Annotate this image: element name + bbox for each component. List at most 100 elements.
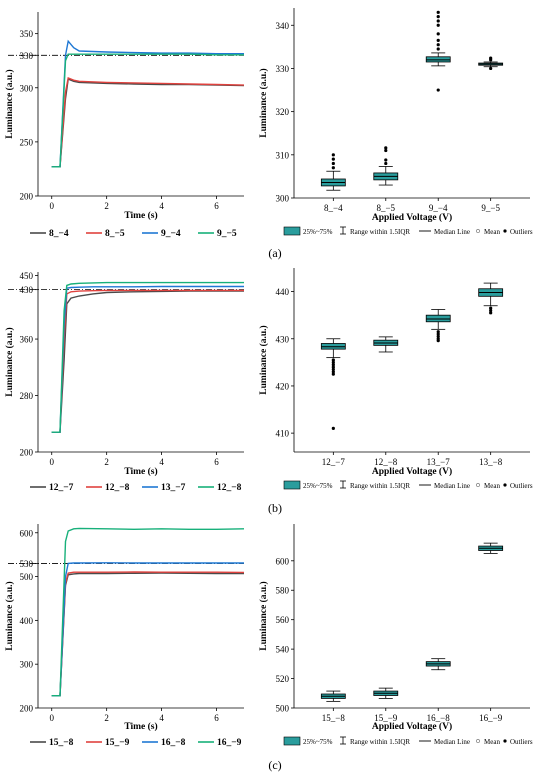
box-1 <box>373 687 399 699</box>
box-1 <box>373 336 399 353</box>
x-axis-label: Time (s) <box>124 210 157 221</box>
box-0 <box>320 338 346 431</box>
legend-mean-label: Mean <box>484 738 500 746</box>
x-tick-label: 6 <box>214 457 219 467</box>
x-tick-label: 2 <box>104 457 109 467</box>
box-outlier <box>384 161 388 166</box>
box-chart-axes-3: 410 420 430 440 12_−7 12_−8 13_−7 13_−8 Applied … <box>258 268 533 490</box>
box-3 <box>478 542 504 554</box>
x-tick-label: 13_−8 <box>479 457 503 467</box>
y-tick-label: 430 <box>20 285 34 295</box>
box-outlier <box>436 334 440 339</box>
y-tick-label: 200 <box>20 704 34 714</box>
legend-label: 8_−5 <box>105 229 125 239</box>
box-outlier <box>331 370 335 374</box>
box-outlier <box>489 66 493 71</box>
box-chart-axes-1: 300 310 320 330 340 8_−4 8_−5 9_−4 9_−5 Applied V… <box>258 8 533 236</box>
box-outlier <box>436 19 440 23</box>
x-tick-label: 4 <box>159 201 164 211</box>
line-legend: 12_−7 12_−8 13_−7 12_−8 <box>30 483 242 493</box>
x-axis-label: Applied Voltage (V) <box>372 212 452 223</box>
y-tick-label: 450 <box>20 271 34 281</box>
y-tick-label: 300 <box>20 83 34 93</box>
panel-label-b: (b) <box>268 501 282 515</box>
legend-outlier-label: Outliers <box>510 482 533 490</box>
y-tick-label: 250 <box>20 137 34 147</box>
series-line-1 <box>51 571 245 697</box>
y-tick-label: 400 <box>20 616 34 626</box>
legend-iqr-swatch <box>283 736 301 746</box>
y-tick-label: 350 <box>20 29 34 39</box>
line-chart-axes-4: 200 300 400 500 530 600 0 2 4 6 Time (s) Luminance … <box>4 524 245 748</box>
x-tick-label: 2 <box>104 201 109 211</box>
y-tick-label: 310 <box>276 150 290 160</box>
panel-label-c: (c) <box>268 758 281 772</box>
box-legend: 25%~75% Range within 1.5IQR Median Line Mea… <box>283 736 533 746</box>
legend-iqr-label: 25%~75% <box>303 228 333 236</box>
box-legend: 25%~75% Range within 1.5IQR Median Line Mea… <box>283 226 533 236</box>
box-outlier <box>436 23 440 27</box>
legend-label: 15_−9 <box>105 738 130 748</box>
y-axis-label: Luminance (a.u.) <box>258 68 269 137</box>
x-axis-label: Time (s) <box>124 466 157 477</box>
x-tick-label: 16_−8 <box>427 713 451 723</box>
x-tick-label: 6 <box>214 201 219 211</box>
legend-mean-icon <box>476 483 480 487</box>
box-2 <box>425 10 451 92</box>
y-tick-label: 320 <box>276 107 290 117</box>
legend-mean-icon <box>476 739 480 743</box>
y-axis-label: Luminance (a.u.) <box>258 325 269 394</box>
box-outlier <box>384 146 388 150</box>
box-outlier <box>331 426 335 431</box>
box-3 <box>478 56 504 71</box>
box-outlier <box>489 306 493 310</box>
box-3 <box>478 282 504 315</box>
legend-label: 12_−7 <box>49 483 74 493</box>
box-outlier <box>436 339 440 343</box>
series-line-2 <box>51 285 244 433</box>
legend-label: 12_−8 <box>105 483 130 493</box>
x-tick-label: 6 <box>214 713 219 723</box>
box-outlier <box>436 15 440 19</box>
legend-label: 16_−8 <box>161 738 186 748</box>
legend-mean-icon <box>476 229 480 233</box>
y-tick-label: 200 <box>20 448 34 458</box>
box-1 <box>373 146 399 186</box>
x-tick-label: 12_−7 <box>322 457 346 467</box>
x-tick-label: 12_−8 <box>374 457 398 467</box>
x-tick-label: 8_−4 <box>324 203 343 213</box>
legend-median-label: Median Line <box>434 738 470 746</box>
legend-label: 8_−4 <box>49 229 69 239</box>
box-outlier <box>331 360 335 364</box>
legend-label: 13_−7 <box>161 483 186 493</box>
series-line-2 <box>51 39 244 168</box>
box-outlier <box>436 10 440 14</box>
y-tick-label: 330 <box>20 51 34 61</box>
box-outlier <box>331 372 335 376</box>
series-line-2 <box>51 562 244 697</box>
x-tick-label: 15_−8 <box>322 713 346 723</box>
x-tick-label: 2 <box>104 713 109 723</box>
y-axis-label: Luminance (a.u.) <box>4 327 15 396</box>
legend-mean-label: Mean <box>484 228 500 236</box>
y-tick-label: 500 <box>276 704 290 714</box>
y-axis-label: Luminance (a.u.) <box>258 581 269 650</box>
legend-label: 12_−8 <box>217 483 242 493</box>
box-2 <box>425 309 451 343</box>
legend-median-label: Median Line <box>434 228 470 236</box>
box-2 <box>425 658 451 671</box>
box-chart-axes-5: 500 520 540 560 580 600 15_−8 15_−9 16_−8 16_−9 Ap… <box>258 524 533 746</box>
box-outlier <box>436 88 440 92</box>
legend-iqr-label: 25%~75% <box>303 738 333 746</box>
y-tick-label: 280 <box>20 391 34 401</box>
box-outlier <box>489 308 493 313</box>
box-outlier <box>436 332 440 336</box>
series-line-3 <box>51 53 244 168</box>
y-tick-label: 300 <box>276 194 290 204</box>
box-0 <box>320 153 346 191</box>
legend-range-label: Range within 1.5IQR <box>350 228 410 236</box>
box-outlier <box>331 365 335 369</box>
line-legend: 8_−4 8_−5 9_−4 9_−5 <box>30 229 237 239</box>
box-outlier <box>384 158 388 162</box>
box-outlier <box>436 43 440 47</box>
